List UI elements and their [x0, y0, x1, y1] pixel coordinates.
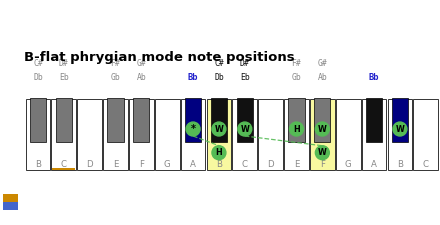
- Text: Gb: Gb: [110, 73, 121, 82]
- Text: Eb: Eb: [240, 73, 249, 82]
- Bar: [52, 168, 75, 170]
- Bar: [155, 99, 180, 170]
- Bar: [336, 99, 361, 170]
- Text: F#: F#: [292, 59, 301, 68]
- Text: W: W: [214, 124, 224, 133]
- Text: D#: D#: [240, 59, 249, 68]
- Bar: [211, 98, 227, 142]
- Circle shape: [290, 122, 304, 136]
- Circle shape: [393, 122, 407, 136]
- Bar: [107, 98, 124, 142]
- Bar: [232, 99, 257, 170]
- Text: B: B: [216, 160, 222, 169]
- Text: Bb: Bb: [369, 73, 379, 82]
- Text: G: G: [164, 160, 171, 169]
- Bar: [77, 99, 102, 170]
- Text: E: E: [294, 160, 299, 169]
- Text: C#: C#: [214, 59, 224, 68]
- Text: F: F: [320, 160, 325, 169]
- Text: G#: G#: [136, 59, 146, 68]
- Bar: [3, 202, 18, 210]
- Bar: [30, 98, 46, 142]
- Bar: [392, 98, 408, 142]
- Bar: [314, 98, 330, 142]
- Text: *: *: [191, 124, 195, 134]
- Text: Ab: Ab: [136, 73, 146, 82]
- Text: D#: D#: [59, 59, 69, 68]
- Text: H: H: [216, 148, 222, 157]
- Text: B-flat phrygian mode note positions: B-flat phrygian mode note positions: [24, 51, 294, 64]
- Bar: [362, 99, 386, 170]
- Text: E: E: [113, 160, 118, 169]
- Text: Eb: Eb: [59, 73, 69, 82]
- Circle shape: [186, 122, 200, 136]
- Text: D: D: [268, 160, 274, 169]
- Bar: [129, 99, 154, 170]
- Bar: [310, 99, 335, 170]
- Text: Gb: Gb: [292, 73, 301, 82]
- Text: W: W: [240, 124, 249, 133]
- Text: W: W: [318, 148, 327, 157]
- Text: Bb: Bb: [188, 73, 198, 82]
- Bar: [103, 99, 128, 170]
- Text: C#: C#: [33, 59, 43, 68]
- Text: F: F: [139, 160, 144, 169]
- Circle shape: [238, 122, 252, 136]
- Text: C: C: [423, 160, 429, 169]
- Text: C: C: [242, 160, 248, 169]
- Text: A: A: [190, 160, 196, 169]
- Circle shape: [212, 122, 226, 136]
- Bar: [3, 194, 18, 202]
- Bar: [388, 99, 412, 170]
- Bar: [181, 99, 205, 170]
- Bar: [258, 99, 283, 170]
- Text: H: H: [293, 124, 300, 133]
- Text: F#: F#: [110, 59, 121, 68]
- Text: basicmusictheory.com: basicmusictheory.com: [8, 75, 13, 141]
- Text: D: D: [86, 160, 93, 169]
- Bar: [133, 98, 149, 142]
- Circle shape: [212, 146, 226, 160]
- Text: Ab: Ab: [318, 73, 327, 82]
- Bar: [206, 99, 231, 170]
- Text: Db: Db: [214, 73, 224, 82]
- Bar: [185, 98, 201, 142]
- Text: W: W: [318, 124, 327, 133]
- Text: W: W: [396, 124, 404, 133]
- Text: G: G: [345, 160, 352, 169]
- Bar: [366, 98, 382, 142]
- Text: Db: Db: [33, 73, 43, 82]
- Bar: [284, 99, 309, 170]
- Text: A: A: [371, 160, 377, 169]
- Text: B: B: [35, 160, 41, 169]
- Circle shape: [315, 146, 329, 160]
- Bar: [56, 98, 72, 142]
- Text: G#: G#: [318, 59, 327, 68]
- Bar: [51, 99, 76, 170]
- Text: C: C: [61, 160, 67, 169]
- Text: B: B: [397, 160, 403, 169]
- Bar: [26, 99, 50, 170]
- Circle shape: [315, 122, 329, 136]
- Bar: [413, 99, 438, 170]
- Bar: [237, 98, 253, 142]
- Bar: [289, 98, 304, 142]
